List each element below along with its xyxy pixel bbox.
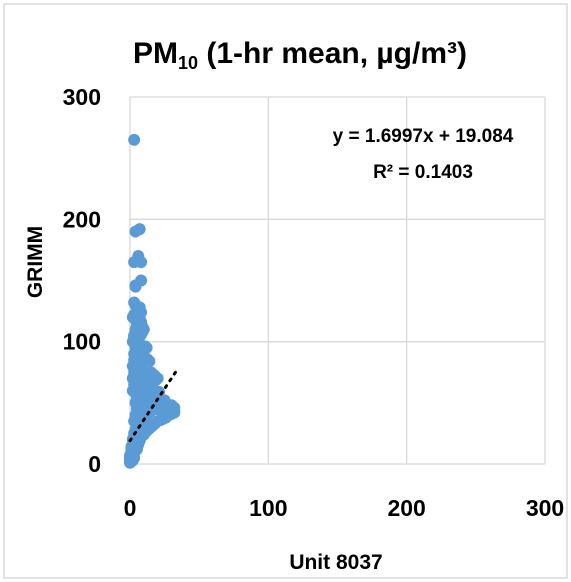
y-tick-label: 300 — [63, 84, 101, 110]
data-point — [135, 256, 148, 269]
data-point — [135, 325, 148, 338]
data-point — [132, 301, 145, 314]
y-axis-label: GRIMM — [24, 226, 47, 298]
trendline-group — [128, 370, 178, 443]
x-axis-label: Unit 8037 — [289, 551, 382, 574]
chart-title-subscript: 10 — [178, 53, 198, 73]
trendline-equation: y = 1.6997x + 19.084 — [333, 126, 514, 147]
y-tick-label: 200 — [63, 206, 101, 232]
chart-title: PM10 (1-hr mean, µg/m³) — [133, 37, 467, 73]
x-tick-label: 300 — [526, 495, 564, 521]
chart-border — [3, 3, 568, 579]
x-tick-label: 100 — [249, 495, 287, 521]
x-tick-label: 200 — [387, 495, 425, 521]
data-point — [126, 446, 139, 459]
tick-labels: 0 100 200 300 0 100 200 300 — [63, 84, 565, 521]
data-point — [148, 369, 161, 382]
y-tick-label: 0 — [88, 451, 101, 477]
data-point — [168, 405, 181, 418]
x-tick-label: 0 — [124, 495, 137, 521]
data-point — [143, 355, 156, 368]
data-point — [133, 223, 146, 236]
data-point — [128, 133, 141, 146]
grid-lines — [129, 96, 546, 465]
chart-title-main: PM — [133, 37, 178, 70]
trendline — [128, 370, 178, 443]
y-tick-label: 100 — [63, 329, 101, 355]
data-point — [140, 341, 153, 354]
data-point — [129, 279, 142, 292]
trendline-r2: R² = 0.1403 — [373, 162, 473, 183]
chart-title-rest: (1-hr mean, µg/m³) — [198, 37, 467, 70]
data-points — [124, 133, 181, 469]
